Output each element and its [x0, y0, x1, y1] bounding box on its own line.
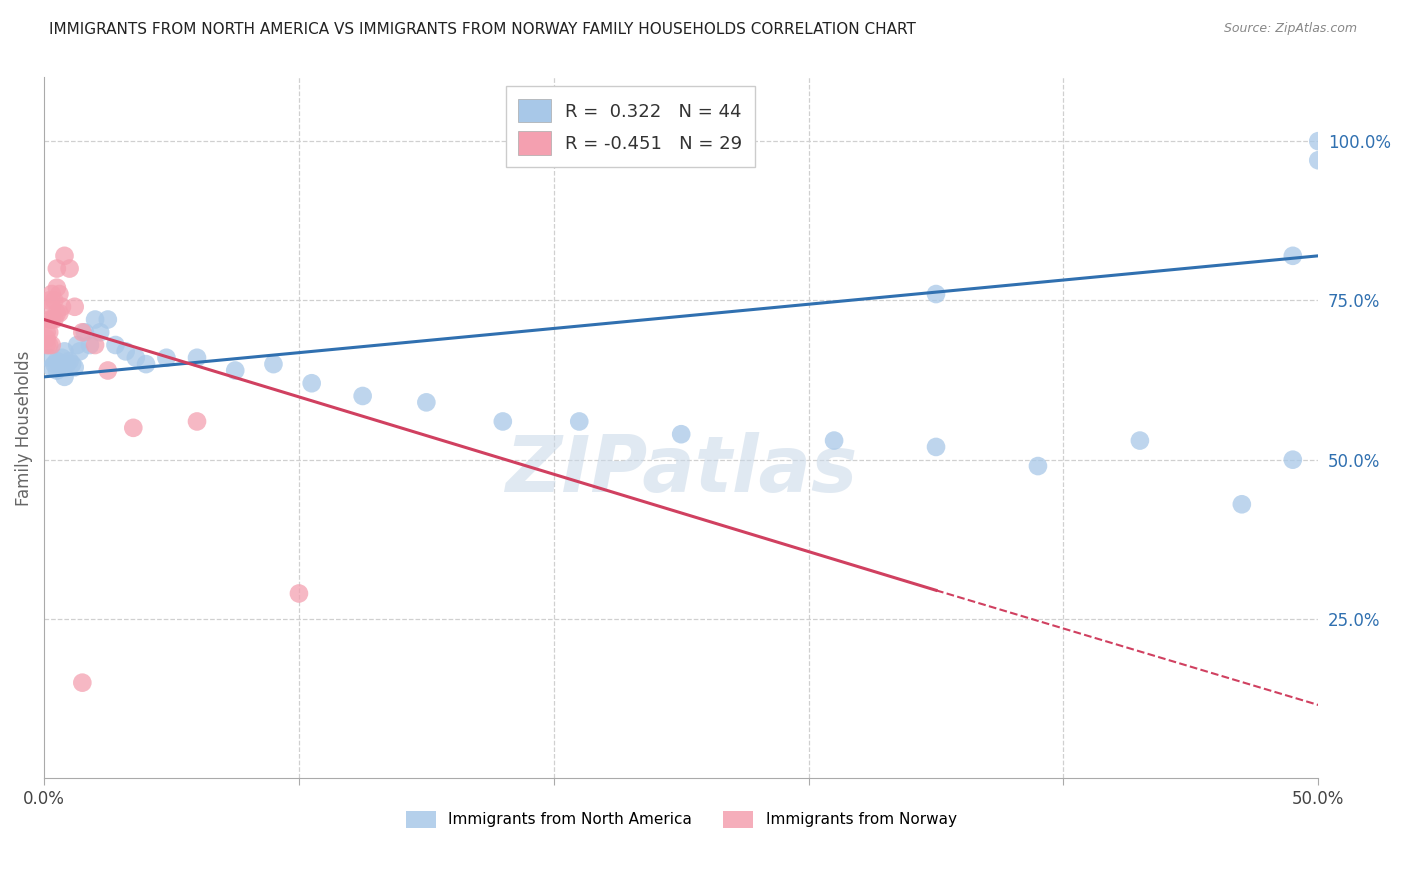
- Point: [38, 293, 60, 308]
- Point: [1281, 452, 1303, 467]
- Point: [122, 421, 145, 435]
- Point: [45, 363, 67, 377]
- Point: [104, 338, 127, 352]
- Point: [45, 306, 67, 320]
- Point: [53, 369, 76, 384]
- Point: [114, 344, 136, 359]
- Point: [925, 287, 948, 301]
- Point: [84, 338, 107, 352]
- Point: [1129, 434, 1152, 448]
- Point: [38, 326, 60, 340]
- Point: [51, 351, 73, 365]
- Point: [262, 357, 284, 371]
- Point: [97, 363, 120, 377]
- Point: [415, 395, 437, 409]
- Text: ZIPatlas: ZIPatlas: [505, 432, 858, 508]
- Text: Source: ZipAtlas.com: Source: ZipAtlas.com: [1223, 22, 1357, 36]
- Point: [1308, 134, 1330, 148]
- Point: [53, 344, 76, 359]
- Point: [63, 300, 86, 314]
- Text: IMMIGRANTS FROM NORTH AMERICA VS IMMIGRANTS FROM NORWAY FAMILY HOUSEHOLDS CORREL: IMMIGRANTS FROM NORTH AMERICA VS IMMIGRA…: [49, 22, 917, 37]
- Point: [1230, 497, 1253, 511]
- Point: [63, 360, 86, 375]
- Point: [155, 351, 177, 365]
- Point: [823, 434, 845, 448]
- Point: [41, 287, 63, 301]
- Y-axis label: Family Households: Family Households: [15, 351, 32, 506]
- Point: [73, 326, 96, 340]
- Point: [38, 351, 60, 365]
- Point: [1026, 458, 1049, 473]
- Point: [925, 440, 948, 454]
- Point: [79, 338, 101, 352]
- Point: [48, 306, 70, 320]
- Point: [35, 326, 58, 340]
- Point: [51, 300, 73, 314]
- Point: [44, 293, 66, 308]
- Point: [84, 312, 107, 326]
- Point: [1281, 249, 1303, 263]
- Point: [41, 360, 63, 375]
- Point: [669, 427, 692, 442]
- Point: [45, 261, 67, 276]
- Point: [58, 354, 80, 368]
- Legend: Immigrants from North America, Immigrants from Norway: Immigrants from North America, Immigrant…: [399, 805, 963, 834]
- Point: [38, 338, 60, 352]
- Point: [352, 389, 374, 403]
- Point: [1308, 153, 1330, 168]
- Point: [568, 414, 591, 428]
- Point: [45, 354, 67, 368]
- Point: [44, 312, 66, 326]
- Point: [41, 338, 63, 352]
- Point: [72, 675, 94, 690]
- Point: [186, 351, 208, 365]
- Point: [38, 312, 60, 326]
- Point: [66, 338, 89, 352]
- Point: [492, 414, 515, 428]
- Point: [224, 363, 246, 377]
- Point: [301, 376, 323, 391]
- Point: [35, 338, 58, 352]
- Point: [288, 586, 311, 600]
- Point: [35, 332, 58, 346]
- Point: [56, 357, 79, 371]
- Point: [135, 357, 157, 371]
- Point: [44, 357, 66, 371]
- Point: [45, 281, 67, 295]
- Point: [186, 414, 208, 428]
- Point: [41, 312, 63, 326]
- Point: [89, 326, 111, 340]
- Point: [72, 326, 94, 340]
- Point: [53, 249, 76, 263]
- Point: [125, 351, 148, 365]
- Point: [58, 261, 80, 276]
- Point: [60, 357, 83, 371]
- Point: [48, 287, 70, 301]
- Point: [97, 312, 120, 326]
- Point: [48, 357, 70, 371]
- Point: [41, 300, 63, 314]
- Point: [69, 344, 91, 359]
